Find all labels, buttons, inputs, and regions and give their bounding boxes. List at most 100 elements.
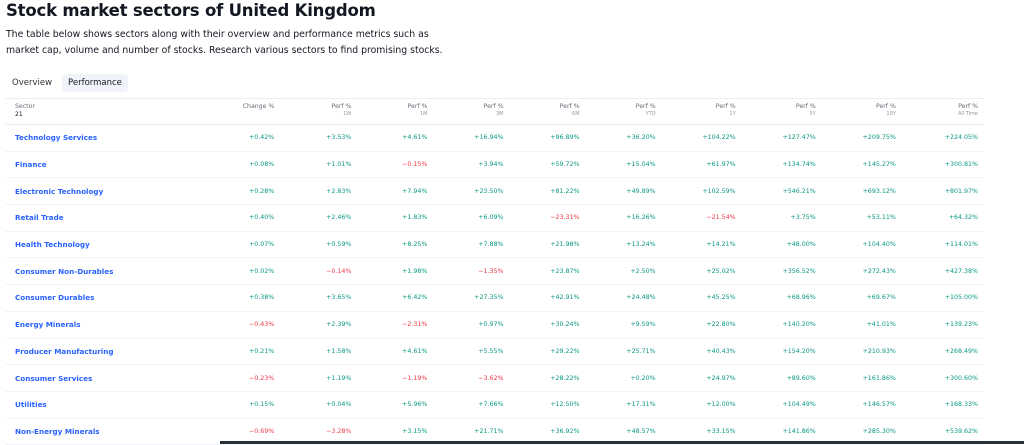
column-header-period: All Time <box>957 111 978 117</box>
table-row: Consumer Durables +0.38% +3.65% +6.42% +27.3… <box>5 284 984 312</box>
performance-value: +0.38% <box>210 284 281 312</box>
column-header[interactable]: Perf % 5Y <box>741 99 822 125</box>
column-header[interactable]: Perf % 6M <box>509 99 586 125</box>
performance-value: +21.98% <box>509 231 586 259</box>
performance-value: +5.96% <box>357 391 434 419</box>
performance-value: +539.62% <box>901 418 984 445</box>
performance-value: +53.11% <box>821 204 902 232</box>
sector-link[interactable]: Non-Energy Minerals <box>5 418 211 445</box>
performance-value: +49.89% <box>585 177 662 206</box>
sector-count: 21 <box>15 111 23 118</box>
column-header-period: 10Y <box>886 111 896 117</box>
column-header-period: 5Y <box>809 111 816 117</box>
sectors-table: Sector 21 Change % Perf % 1W Perf % 1M Perf %… <box>5 99 984 445</box>
sector-link[interactable]: Energy Minerals <box>5 311 211 339</box>
column-header[interactable]: Perf % 3M <box>433 99 510 125</box>
performance-value: +801.97% <box>901 177 984 206</box>
performance-value: +127.47% <box>741 124 822 152</box>
sector-link[interactable]: Electronic Technology <box>5 177 211 206</box>
performance-value: +16.94% <box>433 124 510 152</box>
performance-value: −0.15% <box>357 151 434 179</box>
performance-value: +14.21% <box>661 231 742 259</box>
column-header[interactable]: Perf % YTD <box>585 99 662 125</box>
performance-value: +146.57% <box>821 391 902 419</box>
performance-value: +0.04% <box>280 391 358 419</box>
performance-value: +24.97% <box>661 364 742 392</box>
sector-link[interactable]: Consumer Non-Durables <box>5 257 211 286</box>
performance-value: +42.91% <box>509 284 586 312</box>
performance-value: +17.31% <box>585 391 662 419</box>
performance-value: +16.26% <box>585 204 662 232</box>
performance-value: +81.22% <box>509 177 586 206</box>
column-header[interactable]: Change % <box>210 99 281 125</box>
sector-link[interactable]: Finance <box>5 151 211 179</box>
performance-value: −0.14% <box>280 257 358 286</box>
sector-link[interactable]: Retail Trade <box>5 204 211 232</box>
column-header[interactable]: Perf % 1W <box>280 99 358 125</box>
sector-link[interactable]: Consumer Durables <box>5 284 211 312</box>
taskbar-edge <box>220 441 1024 444</box>
performance-value: +8.25% <box>357 231 434 259</box>
sector-link[interactable]: Consumer Services <box>5 364 211 392</box>
sector-link[interactable]: Health Technology <box>5 231 211 259</box>
performance-value: +210.93% <box>821 338 902 366</box>
table-row: Technology Services +0.42% +3.53% +4.61% +16… <box>5 124 984 152</box>
performance-value: +48.57% <box>585 418 662 445</box>
performance-value: +1.98% <box>357 257 434 286</box>
column-header-sector[interactable]: Sector 21 <box>5 99 211 125</box>
performance-value: +134.74% <box>741 151 822 179</box>
performance-value: +4.61% <box>357 338 434 366</box>
performance-value: +102.59% <box>661 177 742 206</box>
performance-value: +356.52% <box>741 257 822 286</box>
column-header[interactable]: Perf % 1M <box>357 99 434 125</box>
performance-value: +693.12% <box>821 177 902 206</box>
column-header-label: Perf % <box>559 103 580 110</box>
performance-value: +0.20% <box>585 364 662 392</box>
performance-value: +2.39% <box>280 311 358 339</box>
column-header-label: Perf % <box>795 103 816 110</box>
column-header[interactable]: Perf % 10Y <box>821 99 902 125</box>
performance-value: +4.61% <box>357 124 434 152</box>
performance-value: +139.23% <box>901 311 984 339</box>
performance-value: +36.20% <box>585 124 662 152</box>
sector-link[interactable]: Producer Manufacturing <box>5 338 211 366</box>
performance-value: +6.42% <box>357 284 434 312</box>
performance-value: +168.33% <box>901 391 984 419</box>
performance-value: +0.21% <box>210 338 281 366</box>
performance-value: +30.24% <box>509 311 586 339</box>
sector-link[interactable]: Technology Services <box>5 124 211 152</box>
performance-value: +0.15% <box>210 391 281 419</box>
performance-value: +2.83% <box>280 177 358 206</box>
column-header-label: Perf % <box>875 103 896 110</box>
performance-value: +224.05% <box>901 124 984 152</box>
page-title: Stock market sectors of United Kingdom <box>6 1 376 20</box>
performance-value: −1.19% <box>357 364 434 392</box>
performance-value: +1.01% <box>280 151 358 179</box>
performance-value: −3.62% <box>433 364 510 392</box>
performance-value: +24.48% <box>585 284 662 312</box>
performance-value: −3.28% <box>280 418 358 445</box>
performance-value: +140.20% <box>741 311 822 339</box>
performance-value: −1.35% <box>433 257 510 286</box>
performance-value: +7.94% <box>357 177 434 206</box>
performance-value: +300.60% <box>901 364 984 392</box>
tab-overview[interactable]: Overview <box>12 78 53 88</box>
column-header-period: 1W <box>343 111 352 117</box>
table-header: Sector 21 Change % Perf % 1W Perf % 1M Perf %… <box>5 99 984 125</box>
tab-performance[interactable]: Performance <box>62 74 128 92</box>
performance-value: +3.15% <box>357 418 434 445</box>
performance-value: +68.96% <box>741 284 822 312</box>
divider <box>5 98 984 99</box>
table-row: Health Technology +0.07% +0.59% +8.25% +7.88… <box>5 231 984 259</box>
performance-value: +104.49% <box>741 391 822 419</box>
performance-value: +3.53% <box>280 124 358 152</box>
sector-link[interactable]: Utilities <box>5 391 211 419</box>
table-row: Retail Trade +0.40% +2.46% +1.83% +6.09% −23.… <box>5 204 984 232</box>
performance-value: +69.67% <box>821 284 902 312</box>
table-row: Utilities +0.15% +0.04% +5.96% +7.66% +12.50%… <box>5 391 984 419</box>
performance-value: +2.46% <box>280 204 358 232</box>
column-header[interactable]: Perf % All Time <box>901 99 984 125</box>
performance-value: +0.40% <box>210 204 281 232</box>
performance-value: +300.81% <box>901 151 984 179</box>
column-header[interactable]: Perf % 1Y <box>661 99 742 125</box>
